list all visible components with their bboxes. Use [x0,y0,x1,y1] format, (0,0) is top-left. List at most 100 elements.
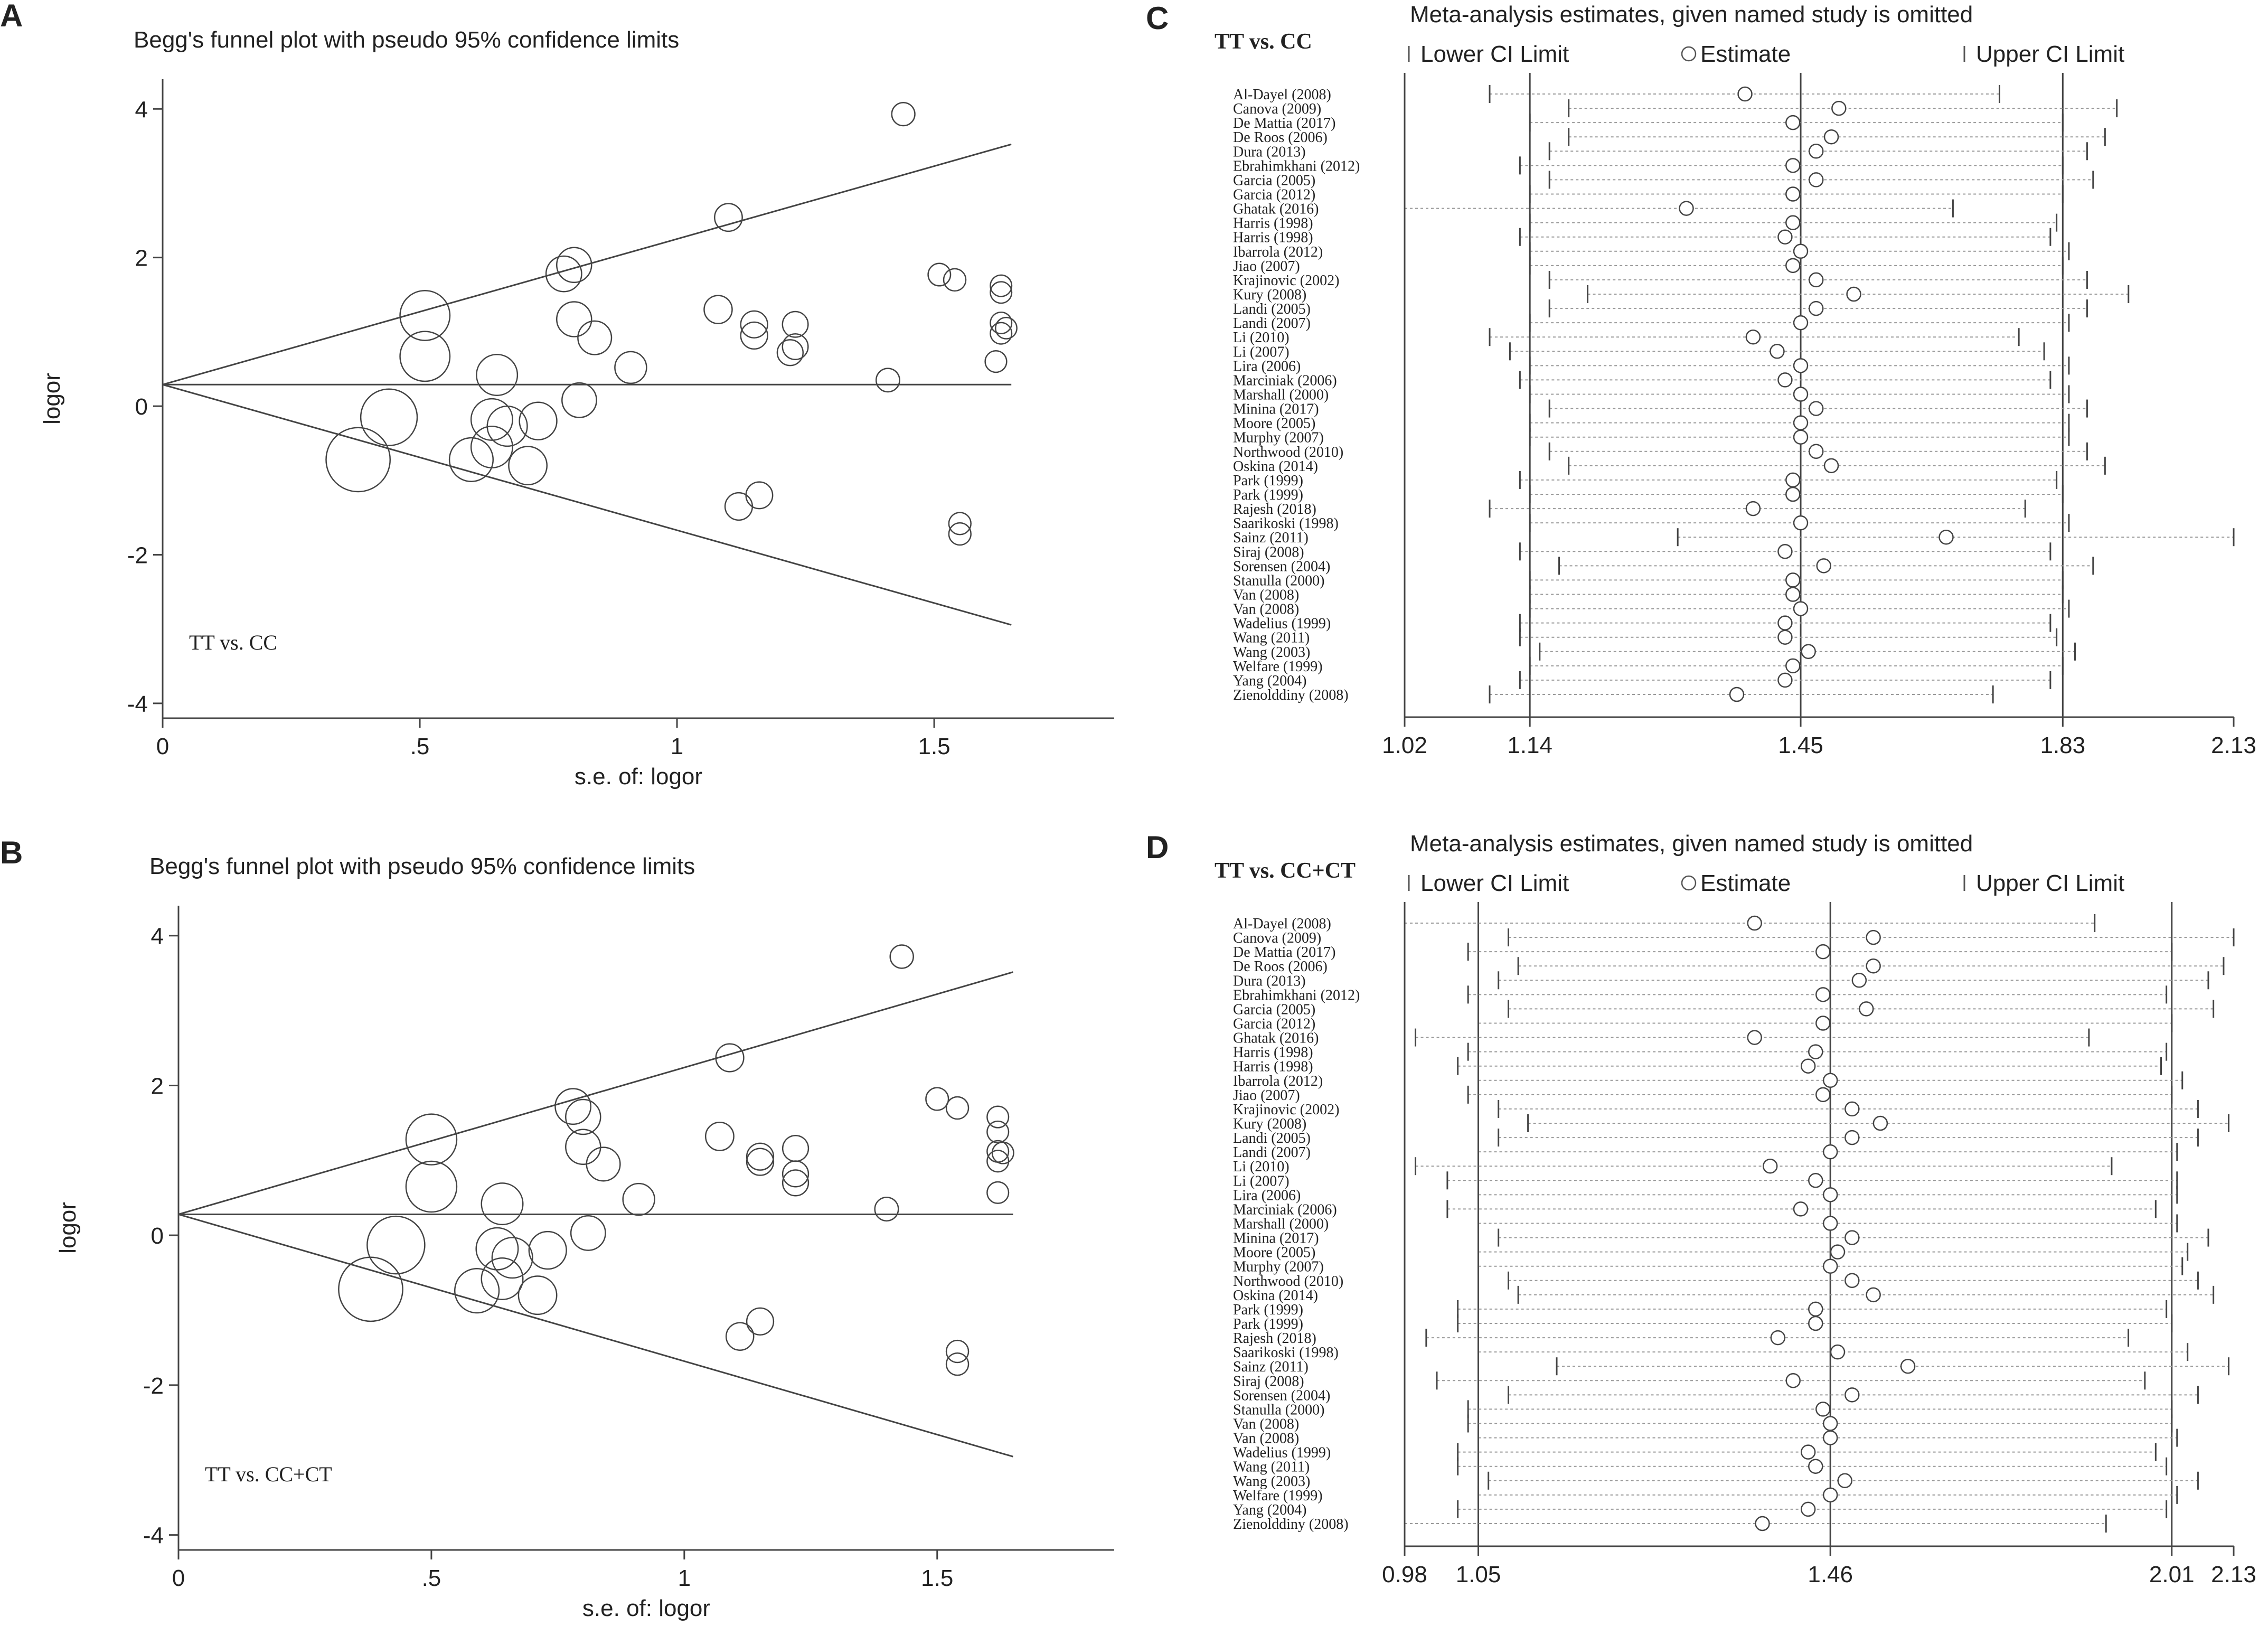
estimate-marker [1785,186,1801,202]
study-name: Van (2008) [1233,1416,1299,1433]
study-point [491,1237,533,1279]
study-point [399,331,451,382]
study-name: Kury (2008) [1233,1116,1306,1132]
estimate-marker [1866,1287,1881,1303]
study-name: Van (2008) [1233,587,1299,604]
study-point [925,1087,949,1111]
study-name: Wang (2011) [1233,1459,1310,1475]
funnel-plot-b: Begg's funnel plot with pseudo 95% confi… [55,853,1114,1621]
y-tick-label: -2 [127,542,148,568]
estimate-marker [1793,243,1809,259]
study-name: Al-Dayel (2008) [1233,916,1331,932]
legend-upper-ci: Upper CI Limit [1976,41,2124,67]
x-tick-label: 1.5 [921,1565,953,1591]
comparison-annotation: TT vs. CC [189,631,277,654]
legend-estimate-marker [1681,875,1697,891]
estimate-marker [1808,144,1824,159]
estimate-marker [1808,300,1824,316]
study-point [338,1256,403,1322]
study-name: Dura (2013) [1233,144,1306,160]
estimate-marker [1866,958,1881,974]
estimate-marker [1851,973,1867,988]
estimate-marker [1793,387,1809,402]
y-tick-label: -2 [143,1373,164,1399]
estimate-marker [1822,1187,1838,1202]
study-name: Welfare (1999) [1233,659,1323,675]
estimate-marker [1800,1058,1816,1074]
study-point [782,1134,810,1162]
study-point [889,944,914,969]
study-point [991,1141,1014,1164]
study-point [405,1113,458,1166]
estimate-marker [1785,587,1801,602]
study-point [556,301,592,337]
study-name: Van (2008) [1233,601,1299,618]
y-tick-label: 4 [151,924,164,950]
x-tick-label: 1.83 [2040,732,2085,758]
estimate-marker [1777,229,1793,245]
study-name: Ghatak (2016) [1233,1030,1319,1047]
estimate-marker [1830,1344,1846,1360]
estimate-marker [1846,286,1861,302]
upper-pseudo-ci-line [178,971,1013,1215]
x-tick-label: 2.13 [2211,732,2256,758]
study-point [990,322,1013,345]
study-name: Canova (2009) [1233,101,1321,117]
study-point [517,1275,558,1315]
estimate-marker [1808,172,1824,187]
study-name: Sorensen (2004) [1233,558,1330,575]
study-point [945,1339,970,1364]
x-tick-label: 1 [678,1565,691,1591]
study-name: Lira (2006) [1233,1187,1301,1204]
forest-title: Meta-analysis estimates, given named stu… [1410,2,1973,27]
study-name: Park (1999) [1233,1302,1303,1318]
estimate-marker [1816,558,1831,574]
study-point [891,101,916,127]
estimate-marker [1745,329,1761,345]
estimate-marker [1793,515,1809,531]
estimate-marker [1785,115,1801,130]
study-name: Moore (2005) [1233,416,1315,432]
study-name: Van (2008) [1233,1431,1299,1447]
x-tick-label: 1.5 [918,734,950,759]
study-name: Lira (2006) [1233,358,1301,374]
forest-title: Meta-analysis estimates, given named stu… [1410,831,1973,857]
study-name: Dura (2013) [1233,973,1306,989]
estimate-marker [1762,1158,1778,1174]
estimate-marker [1777,672,1793,688]
estimate-marker [1801,644,1816,660]
study-point [366,1215,426,1275]
estimate-marker [1770,344,1785,359]
y-axis-label: logor [55,1202,81,1254]
estimate-marker [1815,1402,1831,1417]
estimate-marker [1815,1016,1831,1031]
study-name: Zienolddiny (2008) [1233,1516,1349,1533]
study-point [782,311,809,338]
study-name: Canova (2009) [1233,930,1321,946]
estimate-marker [1823,458,1839,474]
study-point [622,1182,655,1216]
study-point [486,405,528,447]
legend-upper-ci: Upper CI Limit [1976,870,2124,896]
study-name: Garcia (2005) [1233,172,1315,189]
x-tick-label: 1.02 [1382,732,1427,758]
legend-estimate: Estimate [1700,41,1791,67]
estimate-marker [1785,215,1801,230]
estimate-marker [1837,1473,1852,1489]
study-name: Li (2010) [1233,1159,1290,1175]
study-name: Ibarrola (2012) [1233,244,1323,260]
comparison-annotation: TT vs. CC+CT [205,1462,332,1486]
legend-lower-ci: Lower CI Limit [1420,41,1569,67]
estimate-marker [1793,601,1809,616]
y-tick-label: -4 [143,1523,164,1549]
study-point [776,339,804,366]
study-point [782,1169,810,1197]
estimate-marker [1793,315,1809,331]
estimate-marker [1793,1201,1809,1217]
study-name: Oskina (2014) [1233,458,1318,475]
study-name: Li (2007) [1233,1173,1290,1189]
study-name: Li (2007) [1233,344,1290,360]
estimate-marker [1747,1030,1762,1045]
study-point [565,1098,601,1135]
